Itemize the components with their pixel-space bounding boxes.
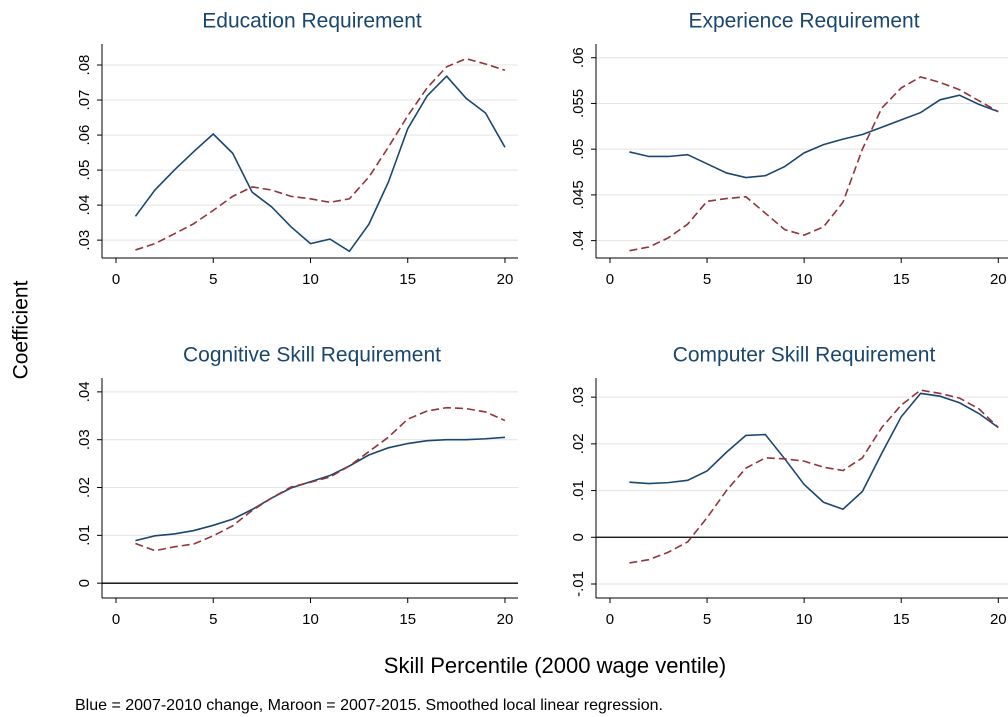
x-tick-label: 0	[112, 611, 120, 628]
x-tick-label: 20	[497, 271, 514, 288]
x-tick-label: 5	[703, 271, 711, 288]
y-tick-label: 0	[76, 579, 93, 587]
x-tick-label: 15	[399, 271, 416, 288]
x-tick-label: 20	[990, 611, 1007, 628]
series-line	[629, 94, 999, 179]
x-tick-label: 20	[990, 271, 1007, 288]
y-tick-label: .045	[570, 180, 587, 209]
series-line	[135, 436, 506, 542]
y-tick-label: .06	[570, 47, 587, 68]
y-tick-label: .01	[570, 480, 587, 501]
y-tick-label: .055	[570, 89, 587, 118]
x-tick-label: 0	[606, 611, 614, 628]
y-tick-label: .03	[76, 429, 93, 450]
y-tick-label: .04	[76, 195, 93, 216]
y-axis-label: Coefficient	[10, 280, 33, 379]
x-tick-label: 0	[606, 271, 614, 288]
x-tick-label: 15	[893, 271, 910, 288]
x-axis-label: Skill Percentile (2000 wage ventile)	[384, 653, 726, 678]
x-tick-label: 0	[112, 271, 120, 288]
panel-title: Education Requirement	[202, 10, 422, 33]
x-tick-label: 20	[497, 611, 514, 628]
panel-title: Experience Requirement	[688, 10, 919, 33]
y-tick-label: .07	[76, 90, 93, 111]
y-tick-label: .04	[570, 230, 587, 251]
series-line	[629, 392, 999, 511]
x-tick-label: 10	[302, 271, 319, 288]
y-tick-label: .08	[76, 55, 93, 76]
x-tick-label: 5	[209, 271, 217, 288]
y-tick-label: .05	[76, 160, 93, 181]
series-line	[629, 76, 999, 252]
x-tick-label: 10	[302, 611, 319, 628]
y-tick-label: .02	[76, 477, 93, 498]
series-line	[134, 75, 506, 253]
y-tick-label: .05	[570, 139, 587, 160]
x-tick-label: 5	[209, 611, 217, 628]
y-tick-label: 0	[570, 533, 587, 541]
x-tick-label: 15	[893, 611, 910, 628]
series-line	[629, 389, 999, 564]
x-tick-label: 15	[399, 611, 416, 628]
x-tick-label: 10	[796, 271, 813, 288]
x-tick-label: 10	[796, 611, 813, 628]
panel-title: Cognitive Skill Requirement	[183, 344, 441, 367]
y-tick-label: .04	[76, 381, 93, 402]
y-tick-label: .02	[570, 433, 587, 454]
note: Blue = 2007-2010 change, Maroon = 2007-2…	[75, 697, 663, 714]
panel-title: Computer Skill Requirement	[673, 344, 936, 367]
series-line	[135, 406, 506, 552]
y-tick-label: .06	[76, 125, 93, 146]
x-tick-label: 5	[703, 611, 711, 628]
y-tick-label: .03	[76, 230, 93, 251]
y-tick-label: .01	[76, 525, 93, 546]
y-tick-label: .03	[570, 387, 587, 408]
y-tick-label: -.01	[570, 571, 587, 597]
